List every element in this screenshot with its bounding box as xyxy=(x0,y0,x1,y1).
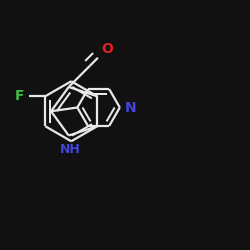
Text: F: F xyxy=(15,89,24,103)
Text: O: O xyxy=(102,42,114,56)
Text: NH: NH xyxy=(60,142,80,156)
Text: N: N xyxy=(124,100,136,114)
